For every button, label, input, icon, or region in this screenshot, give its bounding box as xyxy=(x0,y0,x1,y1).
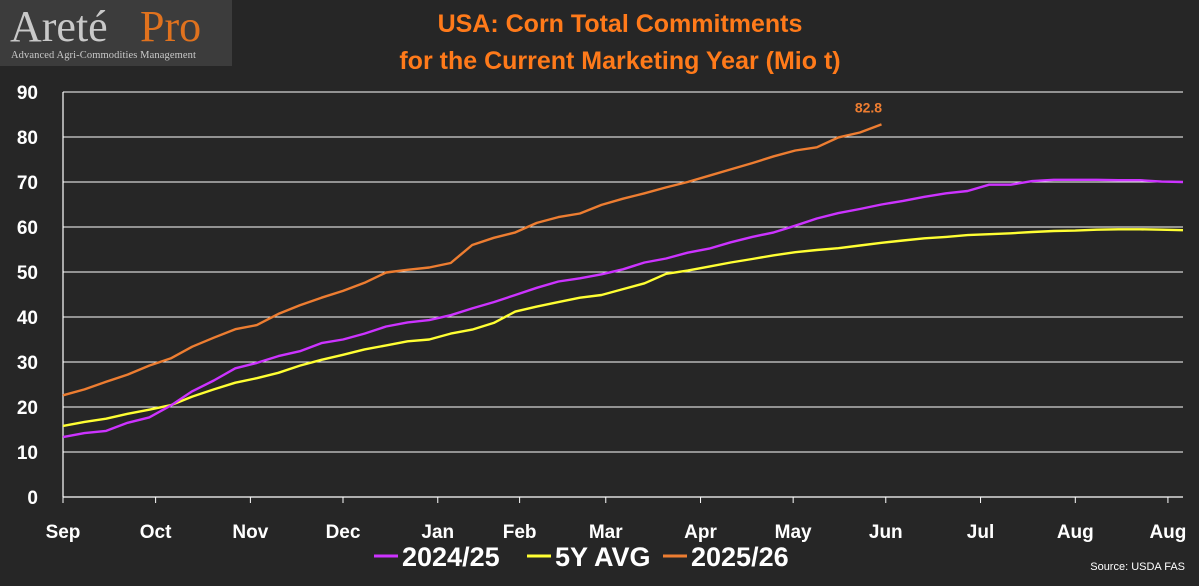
logo-tagline: Advanced Agri-Commodities Management xyxy=(11,50,196,61)
axes xyxy=(62,92,1183,503)
series-lines xyxy=(62,123,1184,439)
y-tick-label-80: 80 xyxy=(17,128,38,149)
data-labels: 82.8 xyxy=(855,99,882,115)
y-tick-label-0: 0 xyxy=(27,488,38,509)
x-tick-label-jul-10: Jul xyxy=(967,522,994,543)
y-tick-label-50: 50 xyxy=(17,263,38,284)
x-tick-label-mar-6: Mar xyxy=(589,522,623,543)
y-axis-tick-labels: 0 10 20 30 40 50 60 70 80 90 xyxy=(17,83,38,509)
gridlines xyxy=(63,91,1183,453)
logo-text-arete: Areté xyxy=(10,2,108,51)
x-axis-tick-labels: Sep Oct Nov Dec Jan Feb Mar Apr May Jun Jul Aug Aug xyxy=(46,522,1187,543)
x-tick-label-dec-3: Dec xyxy=(326,522,361,543)
x-tick-label-may-8: May xyxy=(775,522,812,543)
y-tick-label-20: 20 xyxy=(17,398,38,419)
data-label-2025-26-last: 82.8 xyxy=(855,99,882,115)
legend-label-2024-25: 2024/25 xyxy=(402,542,500,572)
logo: Areté Pro Advanced Agri-Commodities Mana… xyxy=(0,0,232,66)
series-line-5y-avg xyxy=(62,228,1184,428)
x-tick-label-nov-2: Nov xyxy=(232,522,268,543)
legend-label-5y-avg: 5Y AVG xyxy=(555,542,651,572)
y-tick-label-30: 30 xyxy=(17,353,38,374)
y-tick-label-40: 40 xyxy=(17,308,38,329)
x-tick-label-oct-1: Oct xyxy=(140,522,172,543)
legend: 2024/25 5Y AVG 2025/26 xyxy=(374,542,789,572)
x-tick-label-sep-0: Sep xyxy=(46,522,81,543)
x-tick-label-apr-7: Apr xyxy=(684,522,717,543)
x-tick-label-jun-9: Jun xyxy=(869,522,903,543)
series-line-2024-25 xyxy=(62,178,1184,439)
source-note: Source: USDA FAS xyxy=(1090,561,1185,573)
y-tick-label-70: 70 xyxy=(17,173,38,194)
legend-label-2025-26: 2025/26 xyxy=(691,542,789,572)
x-tick-label-aug-11: Aug xyxy=(1057,522,1094,543)
chart-title-line-1: USA: Corn Total Commitments xyxy=(437,10,803,38)
y-tick-label-10: 10 xyxy=(17,443,38,464)
series-line-2025-26 xyxy=(62,123,882,397)
x-tick-label-jan-4: Jan xyxy=(421,522,454,543)
x-tick-label-aug-12: Aug xyxy=(1149,522,1186,543)
y-tick-label-90: 90 xyxy=(17,83,38,104)
logo-text-pro: Pro xyxy=(140,2,202,51)
x-tick-label-feb-5: Feb xyxy=(503,522,537,543)
chart-title: USA: Corn Total Commitments for the Curr… xyxy=(230,6,1010,80)
y-tick-label-60: 60 xyxy=(17,218,38,239)
chart-title-line-2: for the Current Marketing Year (Mio t) xyxy=(399,47,841,75)
